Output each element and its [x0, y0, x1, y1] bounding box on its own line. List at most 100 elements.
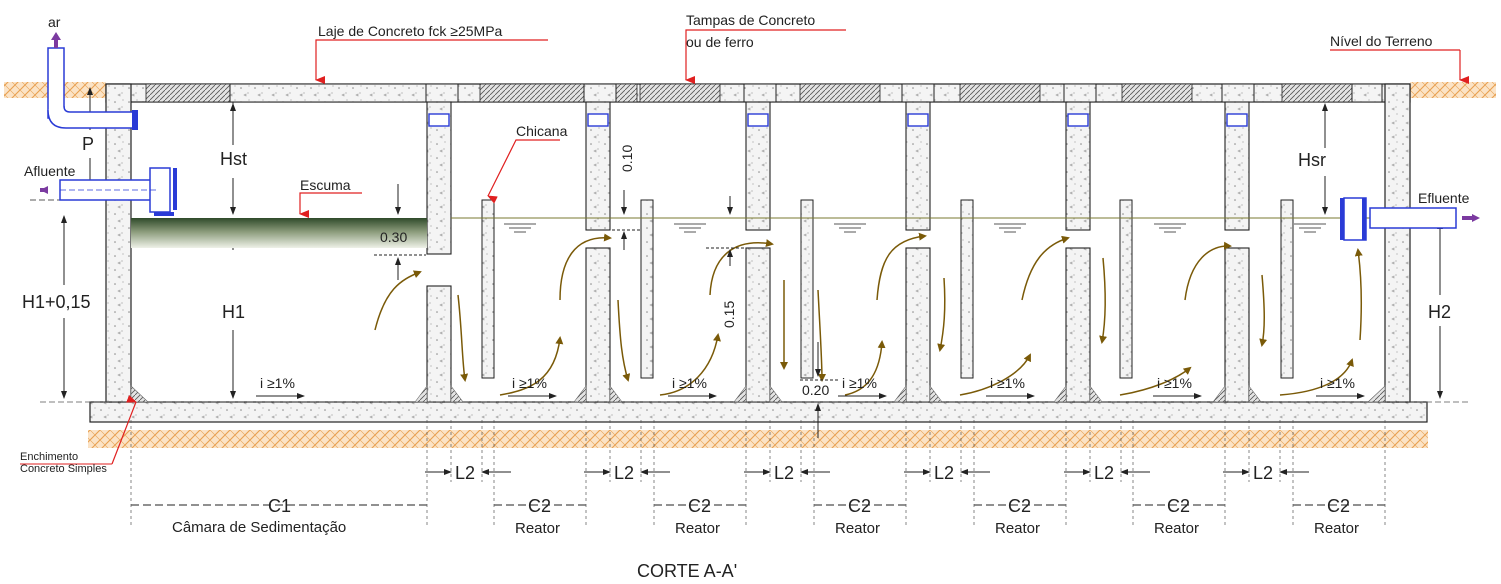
- flow-arrow-17: [1259, 274, 1268, 347]
- fill-leader: [111, 395, 137, 465]
- reactor-label-3: Reator: [995, 520, 1040, 537]
- outlet-pipe: [1340, 197, 1480, 241]
- baffle-label: Chicana: [516, 123, 568, 139]
- slope-label-3: i ≥1%: [842, 375, 877, 391]
- vent-hole-4: [1067, 113, 1089, 127]
- c2-label-2: C2: [848, 496, 871, 516]
- inlet-pipe: [40, 167, 177, 216]
- flow-arrow-15: [1119, 366, 1192, 396]
- flow-arrow-1: [457, 294, 469, 382]
- fillet-right: [1367, 385, 1386, 403]
- partition-lower-3: [905, 247, 931, 403]
- ground-soil-bottom: [88, 430, 1428, 448]
- reactor-label-1: Reator: [675, 520, 720, 537]
- vent-hole-2: [747, 113, 769, 127]
- slope-labels: i ≥1% i ≥1% i ≥1% i ≥1% i ≥1% i ≥1% i ≥1%: [256, 375, 1365, 399]
- partition-lower-0: [426, 285, 452, 403]
- baffle-3: [960, 199, 974, 379]
- slope-label-6: i ≥1%: [1320, 375, 1355, 391]
- vent-hole-0: [428, 113, 450, 127]
- dim-p: P: [82, 134, 94, 154]
- lid-4: [959, 83, 1041, 103]
- l2-label-4: L2: [1094, 463, 1114, 483]
- vent-hole-3: [907, 113, 929, 127]
- dim-015: 0.15: [721, 301, 737, 328]
- flow-arrow-11: [937, 277, 946, 352]
- water-level-icon-3: [834, 223, 866, 233]
- fillet-2: [733, 385, 783, 403]
- dim-030: 0.30: [380, 229, 407, 245]
- left-wall: [105, 83, 132, 403]
- l2-label-2: L2: [774, 463, 794, 483]
- lid-6: [1281, 83, 1353, 103]
- reactor-label-5: Reator: [1314, 520, 1359, 537]
- l2-label-1: L2: [614, 463, 634, 483]
- fill-label-line1: Enchimento: [20, 451, 78, 463]
- roof-cap-1: [425, 83, 459, 103]
- baffle-leader: [487, 139, 560, 204]
- c2-label-3: C2: [1008, 496, 1031, 516]
- sedimentation-chamber-label: Câmara de Sedimentação: [172, 519, 346, 536]
- roof-cap-7: [1351, 83, 1383, 103]
- lid-2: [639, 83, 721, 103]
- flow-arrow-18: [1279, 358, 1354, 396]
- water-level-icon-2: [674, 223, 706, 233]
- dim-h1: H1: [222, 302, 245, 322]
- lids-leader: [685, 29, 846, 84]
- flow-arrow-14: [1099, 257, 1108, 344]
- water-level-icon-4: [994, 223, 1026, 233]
- water-level-icon-1: [504, 223, 536, 233]
- reactor-label-0: Reator: [515, 520, 560, 537]
- partition-lower-2: [745, 247, 771, 403]
- l2-label-5: L2: [1253, 463, 1273, 483]
- flow-arrows: [374, 232, 1363, 396]
- tank-structure: [89, 83, 1428, 423]
- air-arrow-icon: [51, 32, 61, 40]
- lids-label-line1: Tampas de Concreto: [686, 12, 815, 28]
- fillet-left: [130, 385, 149, 403]
- vent-pipe: [47, 32, 138, 130]
- partition-lower-5: [1224, 247, 1250, 403]
- reactor-label-4: Reator: [1154, 520, 1199, 537]
- roof-cap-2: [583, 83, 617, 103]
- fill-label-line2: Concreto Simples: [20, 463, 107, 475]
- roof-cap-5: [1063, 83, 1097, 103]
- flow-arrow-0: [374, 270, 422, 331]
- baffle-2: [800, 199, 814, 379]
- baffle-4: [1119, 199, 1133, 379]
- scum-layer: [131, 218, 427, 248]
- lid-5: [1121, 83, 1193, 103]
- flow-arrow-4: [617, 299, 631, 382]
- c2-label-0: C2: [528, 496, 551, 516]
- slope-label-1: i ≥1%: [512, 375, 547, 391]
- c1-label: C1: [268, 496, 291, 516]
- c2-label-1: C2: [688, 496, 711, 516]
- flow-arrow-2: [499, 336, 564, 396]
- roof-cap-0: [229, 83, 429, 103]
- water-level-icon-6: [1294, 223, 1326, 233]
- vent-hole-5: [1226, 113, 1248, 127]
- flow-arrow-12: [959, 353, 1031, 396]
- flow-arrow-16: [1184, 241, 1232, 301]
- right-wall: [1384, 83, 1411, 403]
- vent-hole-1: [587, 113, 609, 127]
- slope-label-5: i ≥1%: [1157, 375, 1192, 391]
- scum-leader: [299, 192, 362, 218]
- floor-slab: [89, 401, 1428, 423]
- lid-3: [799, 83, 881, 103]
- partition-upper-0: [426, 101, 452, 255]
- reactor-label-2: Reator: [835, 520, 880, 537]
- outflow-arrow-icon: [1472, 214, 1480, 222]
- flow-arrow-9: [844, 340, 886, 396]
- baffle-0: [481, 199, 495, 379]
- flow-arrow-3: [559, 233, 612, 301]
- slab-leader: [315, 39, 548, 84]
- ground-label: Nível do Terreno: [1330, 33, 1433, 49]
- slope-label-4: i ≥1%: [990, 375, 1025, 391]
- roof-cap-3: [743, 83, 777, 103]
- slope-label-2: i ≥1%: [672, 375, 707, 391]
- dim-h2: H2: [1428, 302, 1451, 322]
- dim-h1-015: H1+0,15: [22, 292, 91, 312]
- roof-cap-4: [901, 83, 935, 103]
